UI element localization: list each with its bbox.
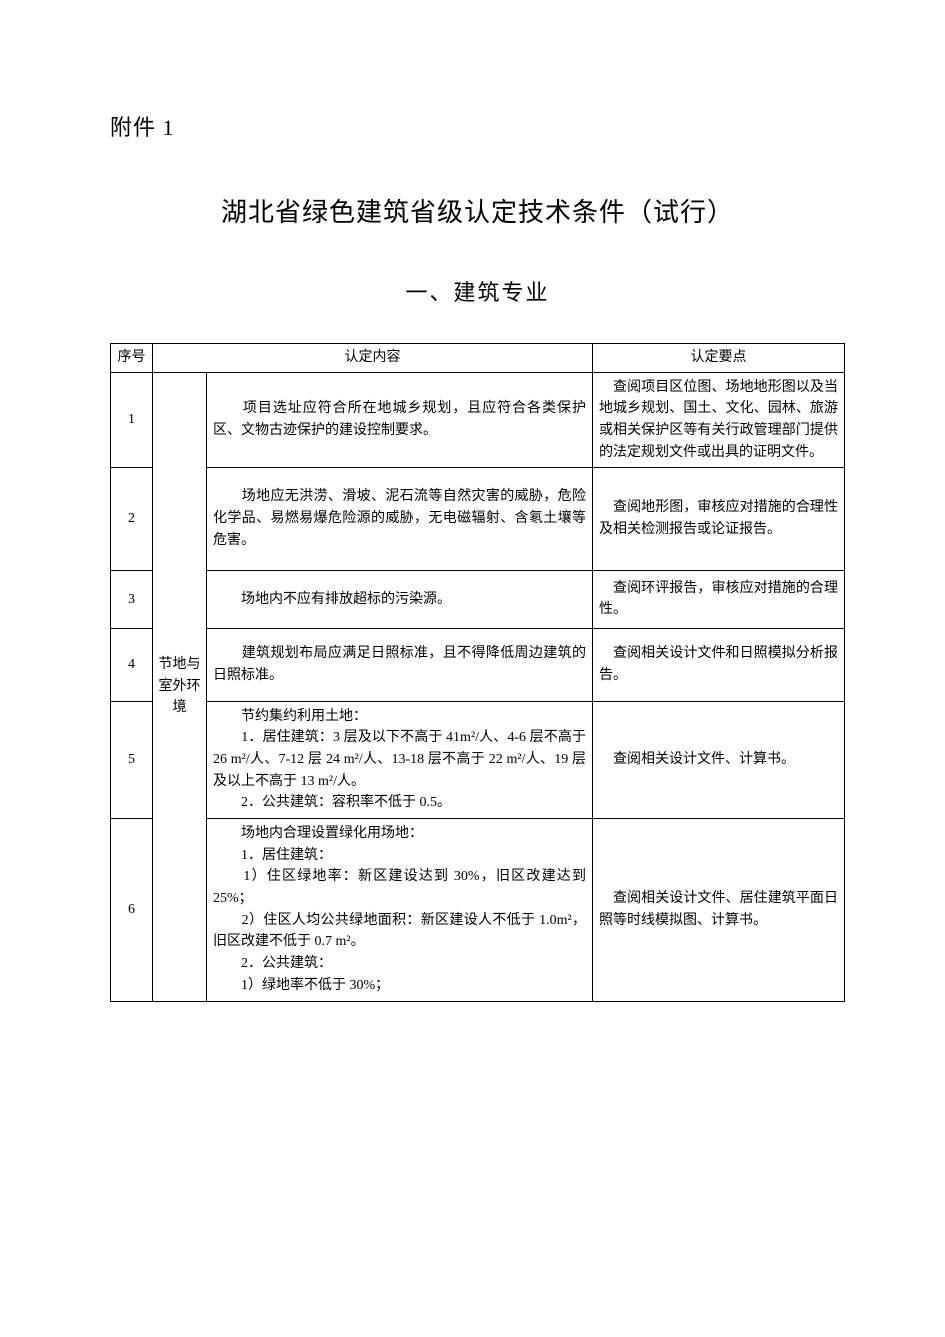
cell-points: 查阅相关设计文件和日照模拟分析报告。 (593, 629, 845, 701)
cell-content: 场地内合理设置绿化用场地： 1．居住建筑： 1）住区绿地率：新区建设达到 30%… (207, 819, 593, 1002)
criteria-table: 序号 认定内容 认定要点 1 节地与室外环境 项目选址应符合所在地城乡规划，且应… (110, 343, 845, 1002)
cell-points: 查阅地形图，审核应对措施的合理性及相关检测报告或论证报告。 (593, 468, 845, 570)
cell-seq: 5 (111, 701, 153, 818)
header-content: 认定内容 (153, 344, 593, 373)
cell-points: 查阅相关设计文件、居住建筑平面日照等时线模拟图、计算书。 (593, 819, 845, 1002)
table-row: 6 场地内合理设置绿化用场地： 1．居住建筑： 1）住区绿地率：新区建设达到 3… (111, 819, 845, 1002)
cell-content: 节约集约利用土地： 1．居住建筑：3 层及以下不高于 41m²/人、4-6 层不… (207, 701, 593, 818)
header-points: 认定要点 (593, 344, 845, 373)
cell-content: 建筑规划布局应满足日照标准，且不得降低周边建筑的日照标准。 (207, 629, 593, 701)
cell-seq: 1 (111, 372, 153, 468)
cell-seq: 2 (111, 468, 153, 570)
cell-points: 查阅相关设计文件、计算书。 (593, 701, 845, 818)
table-header-row: 序号 认定内容 认定要点 (111, 344, 845, 373)
cell-category: 节地与室外环境 (153, 372, 207, 1001)
table-row: 3 场地内不应有排放超标的污染源。 查阅环评报告，审核应对措施的合理性。 (111, 570, 845, 629)
cell-seq: 6 (111, 819, 153, 1002)
cell-points: 查阅环评报告，审核应对措施的合理性。 (593, 570, 845, 629)
cell-seq: 4 (111, 629, 153, 701)
table-row: 4 建筑规划布局应满足日照标准，且不得降低周边建筑的日照标准。 查阅相关设计文件… (111, 629, 845, 701)
table-row: 1 节地与室外环境 项目选址应符合所在地城乡规划，且应符合各类保护区、文物古迹保… (111, 372, 845, 468)
cell-seq: 3 (111, 570, 153, 629)
cell-content: 场地应无洪涝、滑坡、泥石流等自然灾害的威胁，危险化学品、易燃易爆危险源的威胁，无… (207, 468, 593, 570)
cell-content: 场地内不应有排放超标的污染源。 (207, 570, 593, 629)
header-seq: 序号 (111, 344, 153, 373)
cell-points: 查阅项目区位图、场地地形图以及当地城乡规划、国土、文化、园林、旅游或相关保护区等… (593, 372, 845, 468)
cell-content: 项目选址应符合所在地城乡规划，且应符合各类保护区、文物古迹保护的建设控制要求。 (207, 372, 593, 468)
main-title: 湖北省绿色建筑省级认定技术条件（试行） (110, 192, 845, 229)
table-row: 2 场地应无洪涝、滑坡、泥石流等自然灾害的威胁，危险化学品、易燃易爆危险源的威胁… (111, 468, 845, 570)
attachment-label: 附件 1 (110, 110, 845, 142)
table-row: 5 节约集约利用土地： 1．居住建筑：3 层及以下不高于 41m²/人、4-6 … (111, 701, 845, 818)
section-title: 一、建筑专业 (110, 275, 845, 307)
